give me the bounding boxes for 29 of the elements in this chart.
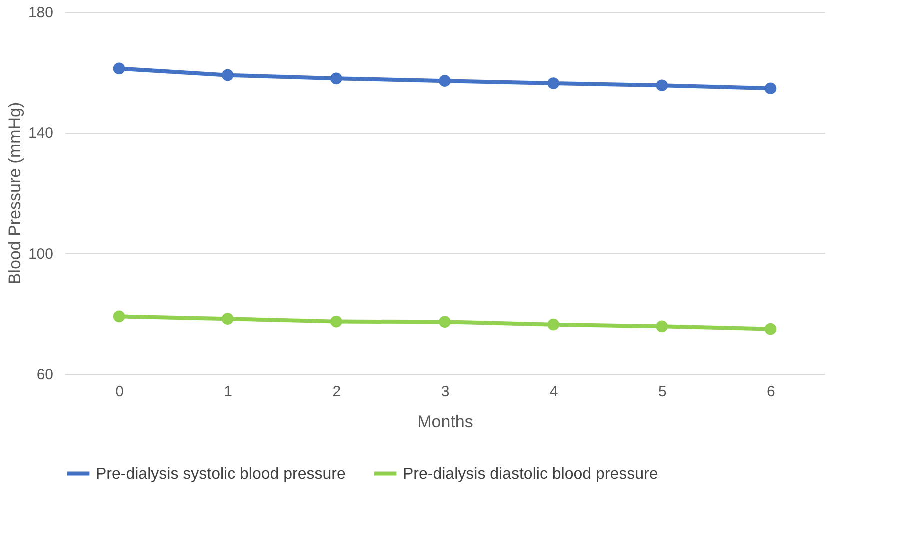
point <box>330 316 342 328</box>
x-tick-label: 1 <box>224 384 233 400</box>
point <box>764 82 777 95</box>
point <box>222 313 234 325</box>
x-axis-title: Months <box>418 412 474 432</box>
point <box>113 310 126 323</box>
point <box>656 80 668 92</box>
legend-label: Pre-dialysis diastolic blood pressure <box>403 466 658 483</box>
point <box>764 323 777 336</box>
y-tick-label: 140 <box>28 125 54 142</box>
y-axis-title: Blood Pressure (mmHg) <box>5 102 24 285</box>
x-tick-label: 3 <box>441 384 450 400</box>
legend-label: Pre-dialysis systolic blood pressure <box>96 466 346 483</box>
x-tick-label: 2 <box>332 384 342 400</box>
point <box>656 320 668 333</box>
point <box>222 69 234 82</box>
point <box>548 318 560 331</box>
point <box>548 78 560 90</box>
x-tick-label: 5 <box>658 384 667 400</box>
point <box>113 62 126 75</box>
y-tick-label: 180 <box>28 4 54 22</box>
y-tick-label: 100 <box>28 246 54 263</box>
y-tick-label: 60 <box>36 366 54 384</box>
x-tick-label: 6 <box>767 384 776 400</box>
x-tick-label: 0 <box>116 384 124 400</box>
point <box>439 316 451 328</box>
x-tick-label: 4 <box>550 384 558 400</box>
point <box>330 72 342 85</box>
point <box>439 75 451 87</box>
